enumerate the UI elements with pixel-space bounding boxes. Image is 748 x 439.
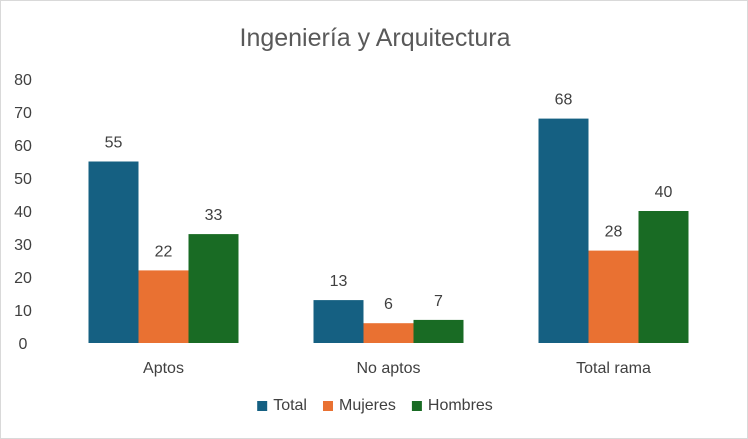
bars bbox=[88, 118, 689, 343]
bar-total-1 bbox=[313, 300, 364, 343]
data-label: 55 bbox=[105, 135, 123, 152]
data-label: 6 bbox=[384, 296, 393, 313]
data-label: 33 bbox=[205, 207, 223, 224]
bar-hombres-0 bbox=[188, 234, 239, 343]
bar-mujeres-0 bbox=[138, 270, 189, 343]
y-tick-label: 70 bbox=[14, 105, 32, 122]
legend: Total Mujeres Hombres bbox=[257, 397, 493, 414]
y-tick-label: 30 bbox=[14, 237, 32, 254]
data-label: 13 bbox=[330, 273, 348, 290]
x-category-label: No aptos bbox=[356, 360, 420, 377]
legend-swatch-mujeres bbox=[322, 401, 333, 411]
bar-hombres-2 bbox=[638, 211, 689, 343]
data-labels: 55 22 33 13 6 7 68 28 40 bbox=[105, 92, 673, 314]
data-label: 7 bbox=[434, 293, 443, 310]
chart-title: Ingeniería y Arquitectura bbox=[240, 24, 511, 52]
bar-mujeres-1 bbox=[363, 323, 414, 343]
x-axis-categories: Aptos No aptos Total rama bbox=[143, 360, 651, 377]
bar-hombres-1 bbox=[413, 319, 464, 343]
data-label: 68 bbox=[555, 92, 573, 109]
data-label: 22 bbox=[155, 243, 173, 260]
bar-total-0 bbox=[88, 161, 139, 343]
legend-label-mujeres: Mujeres bbox=[339, 397, 396, 414]
legend-swatch-total bbox=[257, 401, 268, 411]
legend-label-hombres: Hombres bbox=[428, 397, 493, 414]
bar-mujeres-2 bbox=[588, 250, 639, 343]
y-tick-label: 60 bbox=[14, 138, 32, 155]
y-tick-label: 50 bbox=[14, 171, 32, 188]
x-category-label: Aptos bbox=[143, 360, 184, 377]
y-tick-label: 20 bbox=[14, 270, 32, 287]
y-tick-label: 80 bbox=[14, 72, 32, 89]
y-tick-label: 40 bbox=[14, 204, 32, 221]
data-label: 40 bbox=[655, 184, 673, 201]
data-label: 28 bbox=[605, 224, 623, 241]
y-tick-label: 10 bbox=[14, 303, 32, 320]
y-tick-label: 0 bbox=[19, 336, 28, 353]
legend-swatch-hombres bbox=[411, 401, 422, 411]
bar-total-2 bbox=[538, 118, 589, 343]
y-axis-ticks: 0 10 20 30 40 50 60 70 80 bbox=[14, 72, 32, 353]
x-category-label: Total rama bbox=[576, 360, 651, 377]
legend-label-total: Total bbox=[273, 397, 307, 414]
